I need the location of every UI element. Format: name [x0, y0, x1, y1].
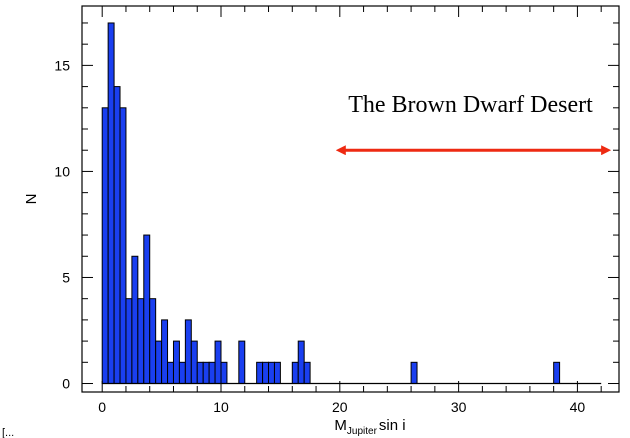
- histogram-bar: [143, 234, 151, 385]
- x-tick-label: 20: [332, 399, 348, 415]
- histogram-bar: [172, 340, 180, 385]
- y-tick-label: 10: [54, 163, 70, 179]
- histogram-bar: [220, 361, 228, 385]
- x-axis-label: MJupiter sin i: [334, 417, 405, 437]
- brown-dwarf-desert-label: The Brown Dwarf Desert: [348, 92, 593, 118]
- x-axis-label-subscript: Jupiter: [347, 426, 378, 437]
- histogram-bar: [262, 361, 270, 385]
- histogram-bar: [137, 298, 145, 385]
- histogram-bar: [553, 361, 561, 385]
- histogram-bar: [119, 107, 127, 385]
- histogram-bar: [410, 361, 418, 385]
- x-axis-label-rest: sin i: [379, 417, 406, 434]
- y-tick-label: 15: [54, 57, 70, 73]
- histogram-bar: [125, 298, 133, 385]
- histogram-bar: [190, 340, 198, 385]
- corner-fragment: [...: [2, 427, 14, 438]
- histogram-bar: [214, 340, 222, 385]
- histogram-bar: [208, 361, 216, 385]
- histogram-bar: [202, 361, 210, 385]
- histogram-bar: [113, 86, 121, 385]
- plot-frame: [81, 5, 620, 393]
- histogram-bar: [273, 361, 281, 385]
- histogram-bar: [256, 361, 264, 385]
- y-axis-label: N: [23, 194, 40, 205]
- histogram-bar: [167, 361, 174, 385]
- x-tick-label: 40: [570, 399, 586, 415]
- histogram-bar: [155, 340, 163, 385]
- x-axis-label-main: M: [334, 417, 347, 434]
- histogram-bar: [268, 361, 275, 385]
- histogram-bar: [196, 361, 204, 385]
- histogram-bar: [178, 361, 186, 385]
- histogram-bar: [297, 340, 305, 385]
- x-tick-label: 30: [451, 399, 467, 415]
- histogram-bar: [131, 255, 139, 385]
- histogram-bar: [107, 22, 115, 385]
- axis-ticks: 0 10 20 30 40 0 5 10 15: [54, 6, 619, 415]
- x-tick-label: 0: [98, 399, 106, 415]
- histogram-bar: [184, 319, 192, 385]
- histogram-bar: [101, 107, 109, 385]
- histogram-bar: [161, 319, 169, 385]
- histogram-bar: [149, 298, 157, 385]
- annotation: The Brown Dwarf Desert: [335, 92, 612, 156]
- histogram-bar: [303, 361, 311, 385]
- bars: [101, 22, 602, 385]
- y-tick-label: 5: [62, 269, 70, 285]
- histogram-bar: [238, 340, 246, 385]
- x-tick-label: 10: [213, 399, 229, 415]
- y-tick-label: 0: [62, 376, 70, 392]
- histogram-bar: [291, 361, 299, 385]
